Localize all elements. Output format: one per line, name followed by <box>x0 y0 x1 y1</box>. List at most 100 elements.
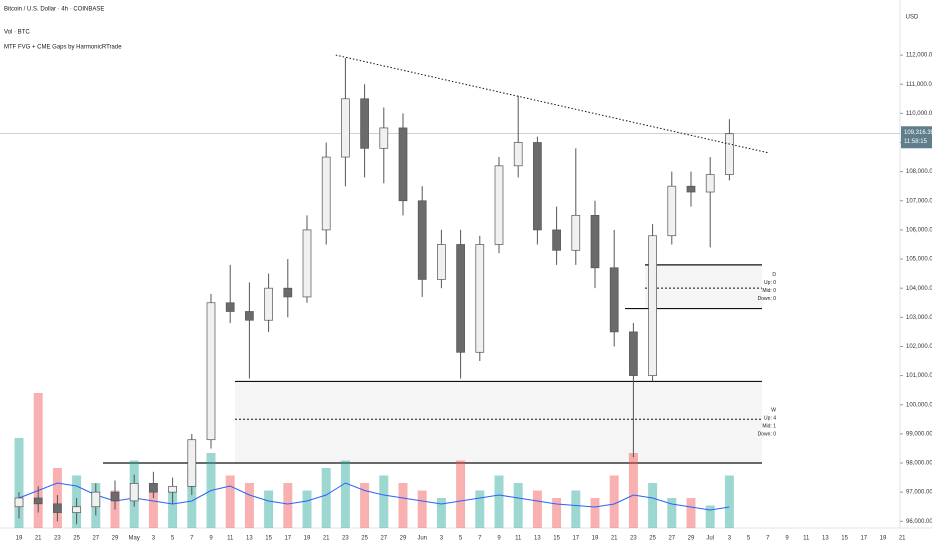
y-tick-label: 103,000.00 <box>906 315 932 321</box>
volume-bar <box>187 468 197 528</box>
x-tick-label: 7 <box>766 536 770 542</box>
x-tick-label: 21 <box>611 536 618 542</box>
candle-body <box>437 244 446 280</box>
x-tick-label: 7 <box>190 536 194 542</box>
y-tick-label: 98,000.00 <box>906 461 932 467</box>
volume-bar <box>667 498 677 528</box>
x-tick-label: 3 <box>440 536 444 542</box>
candle-body <box>302 229 312 298</box>
candle-body <box>53 503 62 513</box>
x-tick-label: 3 <box>728 536 732 542</box>
volume-bar <box>379 475 389 528</box>
volume-bar <box>340 460 350 528</box>
x-tick-label: 25 <box>73 536 80 542</box>
volume-bar <box>14 438 24 528</box>
x-tick-label: 11 <box>803 536 810 542</box>
y-tick-label: 102,000.00 <box>906 344 932 350</box>
y-tick-label: 104,000.00 <box>906 286 932 292</box>
volume-bar <box>321 468 331 528</box>
gap-zone <box>645 264 762 309</box>
x-tick-label: 5 <box>459 536 463 542</box>
volume-bar <box>628 453 638 528</box>
gap-label: Down: 0 <box>758 432 777 438</box>
candle-body <box>283 287 293 298</box>
volume-bar <box>609 475 619 528</box>
indicator-label: Vol · BTC <box>4 30 30 36</box>
volume-bar <box>302 490 312 528</box>
y-tick-label: 100,000.00 <box>906 402 932 408</box>
x-tick-label: 17 <box>572 536 579 542</box>
volume-bar <box>686 498 696 528</box>
candle-body <box>648 235 657 376</box>
plot <box>0 54 900 528</box>
y-tick-label: 108,000.00 <box>906 169 932 175</box>
x-tick-label: 13 <box>822 536 829 542</box>
candle-body <box>110 491 120 502</box>
x-tick-label: 15 <box>265 536 272 542</box>
y-tick-label: 99,000.00 <box>906 431 932 437</box>
volume-bar <box>360 483 370 528</box>
x-tick-label: 15 <box>841 536 848 542</box>
candle-body <box>456 244 465 353</box>
gap-label: Down: 0 <box>758 296 777 302</box>
x-tick-label: 11 <box>515 536 522 542</box>
y-tick-label: 105,000.00 <box>906 257 932 263</box>
candle-body <box>475 244 485 353</box>
volume-bar <box>571 490 581 528</box>
gap-label: Up: 0 <box>764 280 776 286</box>
x-tick-label: 21 <box>35 536 42 542</box>
x-tick-label: 29 <box>688 536 695 542</box>
x-tick-label: 19 <box>16 536 23 542</box>
x-tick-label: 9 <box>497 536 501 542</box>
x-tick-label: 23 <box>342 536 349 542</box>
candle-body <box>705 174 715 193</box>
volume-bar <box>705 505 715 528</box>
volume-bar <box>244 483 254 528</box>
candle-body <box>33 497 43 505</box>
candle-body <box>129 483 139 502</box>
last-price-label: 109,316.39 <box>904 130 932 136</box>
volume-bar <box>456 460 466 528</box>
symbol-title: Bitcoin / U.S. Dollar · 4h · COINBASE <box>4 7 104 13</box>
volume-bar <box>148 483 158 528</box>
candle-body <box>206 302 216 441</box>
last-price-box <box>901 126 932 149</box>
volume-bar <box>532 490 542 528</box>
x-tick-label: 15 <box>553 536 560 542</box>
gap-label: D <box>772 272 776 278</box>
candle-body <box>533 142 542 231</box>
volume-bar <box>552 498 562 528</box>
y-tick-label: 107,000.00 <box>906 198 932 204</box>
volume-bar <box>168 490 178 528</box>
candle-body <box>398 127 408 202</box>
volume-bar <box>264 490 274 528</box>
volume-bar <box>724 475 734 528</box>
x-tick-label: 23 <box>630 536 637 542</box>
candle-body <box>149 483 158 493</box>
candle-body <box>725 133 734 175</box>
volume-bar <box>436 498 446 528</box>
candle-body <box>187 439 197 487</box>
x-tick-label: 19 <box>592 536 599 542</box>
y-tick-label: 96,000.00 <box>906 519 932 525</box>
candle-body <box>379 127 389 149</box>
candle-body <box>609 267 619 333</box>
y-tick-label: 106,000.00 <box>906 227 932 233</box>
x-tick-label: 21 <box>323 536 330 542</box>
x-tick-label: 25 <box>649 536 656 542</box>
volume-bar <box>475 490 485 528</box>
candle-body <box>14 497 24 508</box>
x-tick-label: 5 <box>171 536 175 542</box>
gap-label: Mid: 0 <box>762 288 776 294</box>
candle-body <box>686 185 696 193</box>
x-tick-label: 3 <box>152 536 156 542</box>
candle-body <box>590 214 600 269</box>
y-tick-label: 101,000.00 <box>906 373 932 379</box>
x-tick-label: 27 <box>380 536 387 542</box>
candle-body <box>91 491 101 508</box>
candle-body <box>667 185 677 237</box>
gap-label: Mid: 1 <box>762 424 776 430</box>
x-tick-label: 23 <box>54 536 61 542</box>
